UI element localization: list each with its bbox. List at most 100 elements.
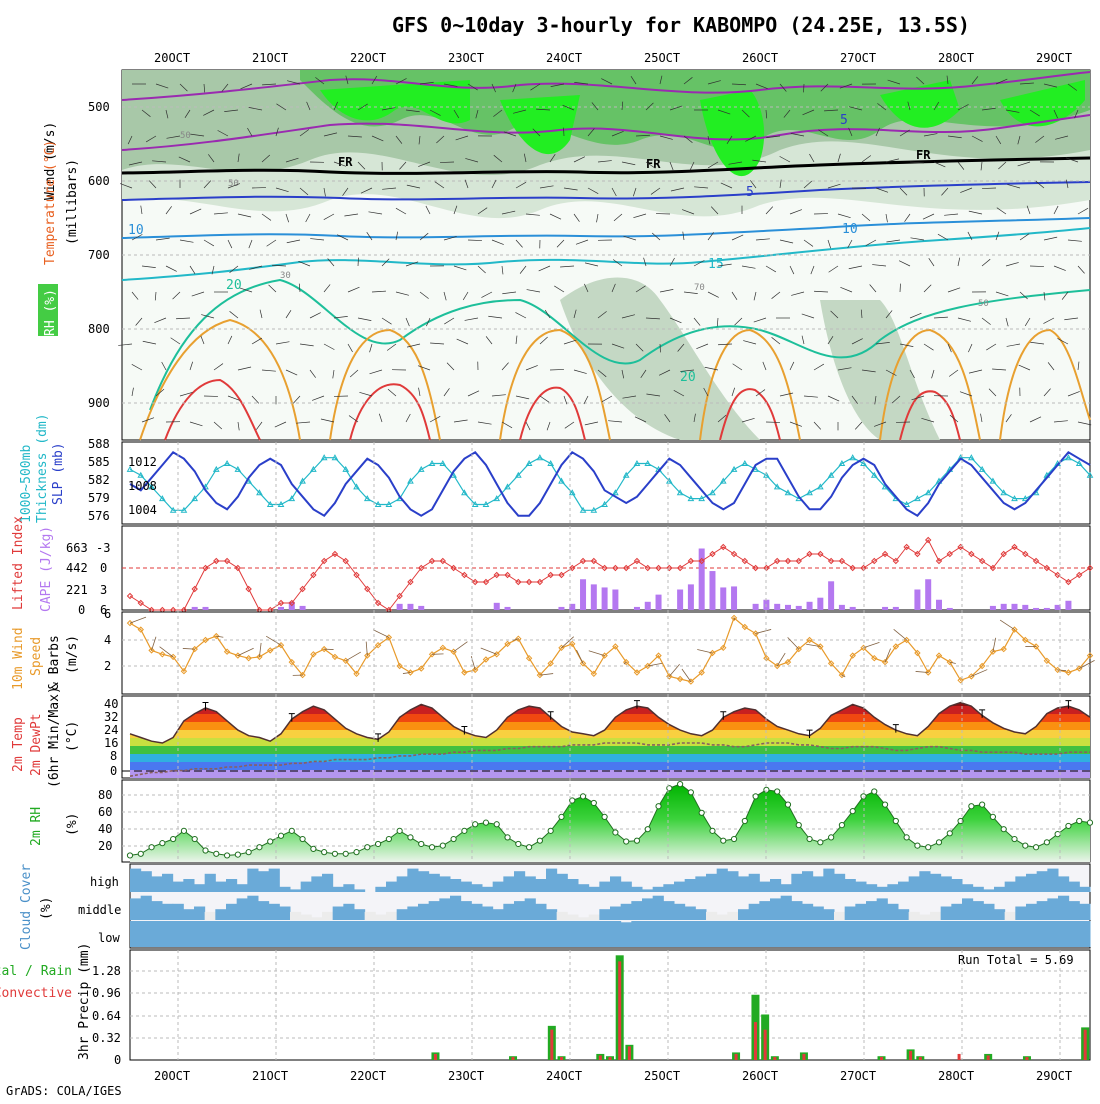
rh-point bbox=[742, 818, 747, 823]
rh-point bbox=[451, 836, 456, 841]
li-tick-0: 0 bbox=[100, 561, 107, 575]
rh-point bbox=[1044, 840, 1049, 845]
rh-point bbox=[375, 841, 380, 846]
cloud-cell-high bbox=[898, 882, 909, 892]
cloud-cell-low bbox=[813, 921, 824, 947]
rh-point bbox=[419, 841, 424, 846]
cloud-cell-low bbox=[418, 921, 429, 947]
rh-label-1: 50 bbox=[180, 131, 191, 141]
rh-point bbox=[322, 850, 327, 855]
rh-point bbox=[494, 822, 499, 827]
cloud-cell-low bbox=[845, 921, 856, 947]
temp-tick-32: 32 bbox=[104, 710, 118, 724]
wind-tick-4: 4 bbox=[104, 633, 111, 647]
top-date-9: 29OCT bbox=[1036, 51, 1072, 65]
top-date-8: 28OCT bbox=[938, 51, 974, 65]
cloud-cell-middle bbox=[567, 915, 578, 920]
cloud-cell-middle bbox=[546, 909, 557, 920]
cloud-cell-high bbox=[599, 882, 610, 892]
cloud-cell-low bbox=[173, 921, 184, 947]
wind-tick-6: 6 bbox=[104, 607, 111, 621]
top-date-5: 25OCT bbox=[644, 51, 680, 65]
cloud-cell-low bbox=[962, 921, 973, 947]
bottom-date-7: 27OCT bbox=[840, 1069, 876, 1083]
temp-tick-24: 24 bbox=[104, 723, 118, 737]
cape-bar bbox=[407, 604, 413, 610]
li-label: Lifted Index bbox=[11, 516, 26, 610]
bottom-date-4: 24OCT bbox=[546, 1069, 582, 1083]
cloud-cell-high bbox=[738, 876, 749, 892]
cloud-cell-high bbox=[770, 879, 781, 892]
bottom-date-2: 22OCT bbox=[350, 1069, 386, 1083]
cloud-cell-low bbox=[887, 921, 898, 947]
rh-point bbox=[505, 835, 510, 840]
wind-frame bbox=[122, 612, 1090, 694]
cloud-cell-low bbox=[834, 921, 845, 947]
cloud-cell-high bbox=[418, 871, 429, 892]
cloud-cell-high bbox=[663, 884, 674, 892]
cloud-cell-high bbox=[194, 884, 205, 892]
run-total: Run Total = 5.69 bbox=[958, 953, 1074, 967]
cape-bar bbox=[656, 595, 662, 610]
cloud-cell-middle bbox=[461, 901, 472, 920]
cloud-panel: high middle low Cloud Cover (%) bbox=[19, 864, 1091, 950]
cloud-cell-high bbox=[322, 874, 333, 892]
cloud-cell-middle bbox=[898, 909, 909, 920]
cloud-cell-middle bbox=[429, 901, 440, 920]
cloud-cell-high bbox=[407, 869, 418, 892]
cape-bar bbox=[397, 604, 403, 610]
cape-bar bbox=[753, 604, 759, 610]
p-tick-900: 900 bbox=[88, 396, 110, 410]
cloud-cell-high bbox=[855, 882, 866, 892]
temp-label-20b: 20 bbox=[680, 370, 696, 385]
cloud-cell-middle bbox=[621, 904, 632, 920]
top-date-4: 24OCT bbox=[546, 51, 582, 65]
cloud-cell-low bbox=[919, 921, 930, 947]
cloud-cell-middle bbox=[407, 907, 418, 921]
cloud-cell-low bbox=[738, 921, 749, 947]
p-tick-600: 600 bbox=[88, 174, 110, 188]
rh-tick-80: 80 bbox=[98, 788, 112, 802]
cloud-cells bbox=[130, 869, 1091, 947]
rh-point bbox=[990, 814, 995, 819]
li-tick-neg3: -3 bbox=[96, 541, 110, 555]
thick-tick-576: 576 bbox=[88, 509, 110, 523]
cloud-cell-high bbox=[909, 876, 920, 892]
cloud-cell-low bbox=[514, 921, 525, 947]
cloud-cell-high bbox=[695, 876, 706, 892]
cloud-cell-middle bbox=[663, 901, 674, 920]
cloud-cell-high bbox=[525, 876, 536, 892]
cloud-cell-middle bbox=[781, 896, 792, 920]
cloud-cell-high bbox=[674, 882, 685, 892]
cape-bar bbox=[1011, 604, 1017, 610]
cloud-cell-high bbox=[493, 882, 504, 892]
temp-tick-0: 0 bbox=[110, 764, 117, 778]
thick-label-1: 1000~500mb bbox=[19, 445, 34, 523]
cloud-cell-high bbox=[269, 869, 280, 892]
rh-point bbox=[796, 823, 801, 828]
cloud-cell-low bbox=[1069, 921, 1080, 947]
cloud-cell-middle bbox=[535, 904, 546, 920]
cloud-cell-high bbox=[919, 871, 930, 892]
rh-point bbox=[861, 794, 866, 799]
cloud-cell-middle bbox=[450, 896, 461, 920]
temp-label-15: 15 bbox=[708, 257, 724, 272]
precip-tick-0-32: 0.32 bbox=[92, 1031, 121, 1045]
cloud-cell-low bbox=[1005, 921, 1016, 947]
cloud-cell-middle bbox=[855, 904, 866, 920]
rh-point bbox=[235, 852, 240, 857]
cape-bar bbox=[925, 579, 931, 610]
cloud-cell-middle bbox=[151, 901, 162, 920]
precip-convective-bar bbox=[550, 1030, 553, 1060]
rh-point bbox=[710, 828, 715, 833]
rh-point bbox=[257, 845, 262, 850]
precip-convective-bar bbox=[880, 1057, 883, 1060]
cloud-cell-middle bbox=[599, 909, 610, 920]
precip-convective-bar bbox=[773, 1057, 776, 1060]
cloud-cell-high bbox=[1079, 887, 1090, 892]
rh-point bbox=[429, 845, 434, 850]
precip-convective-bar bbox=[609, 1057, 612, 1060]
cloud-cell-low bbox=[909, 921, 920, 947]
cloud-cell-low bbox=[567, 921, 578, 947]
cloud-cell-middle bbox=[610, 907, 621, 921]
